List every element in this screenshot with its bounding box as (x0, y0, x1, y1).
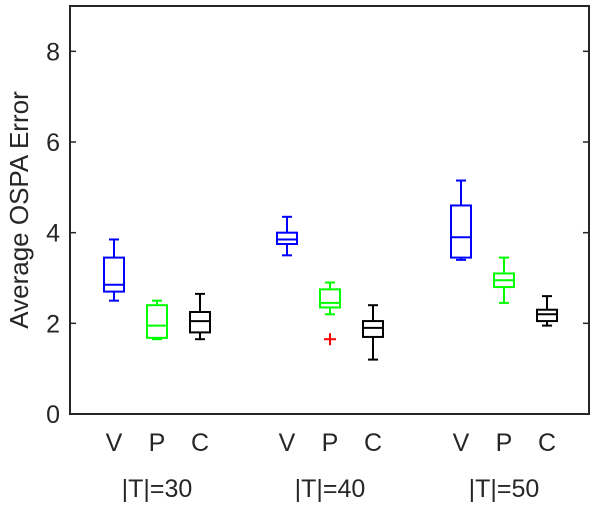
y-axis: 0 2 4 6 8 (46, 38, 589, 429)
category-label: P (496, 429, 513, 457)
y-tick-label: 2 (46, 310, 60, 338)
box-|T|=50-V (450, 179, 472, 261)
box-|T|=30-C (189, 292, 211, 341)
plot-content (103, 179, 558, 361)
iqr-box (319, 288, 341, 309)
category-label: P (149, 429, 166, 457)
box-|T|=30-P (146, 299, 168, 341)
category-label: P (322, 429, 339, 457)
box-|T|=30-V (103, 238, 125, 302)
iqr-box (146, 304, 168, 339)
box-|T|=40-C (362, 304, 384, 361)
iqr-box (189, 311, 211, 334)
iqr-box (276, 231, 298, 246)
iqr-box (450, 204, 472, 259)
y-tick-label: 0 (46, 401, 60, 429)
plot-frame (69, 5, 590, 415)
category-label: V (106, 429, 123, 457)
iqr-box (103, 256, 125, 293)
outlier-marker (324, 333, 336, 346)
box-|T|=40-V (276, 215, 298, 257)
category-label: C (364, 429, 382, 457)
category-label: V (453, 429, 470, 457)
category-label: C (538, 429, 556, 457)
y-tick-label: 8 (46, 38, 60, 66)
x-axis: V P C|T|=30V P C|T|=40V P C|T|=50 (106, 429, 556, 503)
iqr-box (536, 308, 558, 323)
category-label: V (279, 429, 296, 457)
category-label: C (191, 429, 209, 457)
group-label: |T|=30 (122, 475, 193, 503)
group-label: |T|=50 (469, 475, 540, 503)
y-axis-label: Average OSPA Error (4, 91, 34, 329)
iqr-box (362, 320, 384, 338)
group-label: |T|=40 (295, 475, 366, 503)
box-|T|=50-C (536, 295, 558, 327)
y-tick-label: 6 (46, 129, 60, 157)
y-tick-label: 4 (46, 220, 60, 248)
box-|T|=40-P (319, 281, 341, 346)
box-|T|=50-P (493, 256, 515, 304)
